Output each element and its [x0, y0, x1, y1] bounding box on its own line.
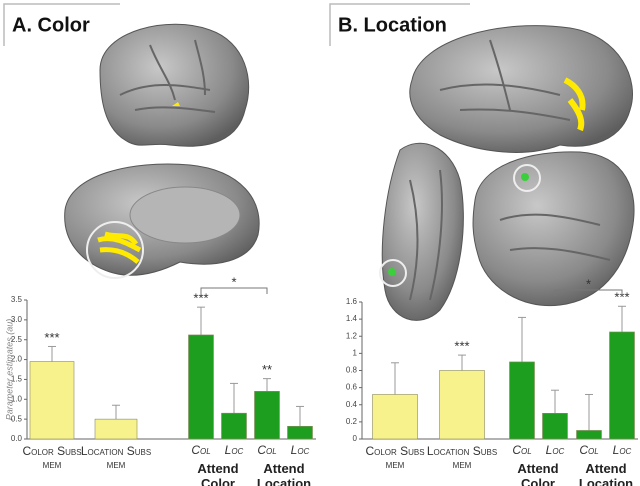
- x-tick-label: Loc: [290, 443, 310, 457]
- panel-frame: [329, 3, 470, 46]
- x-tick-label-box: Col: [512, 443, 532, 457]
- significance-label: *: [231, 274, 236, 289]
- x-tick-label: Loc: [545, 443, 565, 457]
- y-tick-label: 0.8: [346, 366, 358, 375]
- significance-bracket: [554, 289, 623, 296]
- y-tick-label: 0.2: [346, 417, 358, 426]
- group-label-box: Attend Location: [256, 461, 312, 486]
- y-tick-label: 0.5: [11, 414, 23, 423]
- x-tick-label: Col: [191, 443, 211, 457]
- x-tick-label-box: Color Subs mem: [22, 445, 82, 471]
- bar: [542, 413, 568, 440]
- x-tick-label-box: Color Subs mem: [365, 445, 425, 471]
- x-tick-label: Color Subs mem: [22, 445, 82, 471]
- charts: A. Color Parameter estimates (au) 0.0 0.5 1.…: [4, 14, 638, 486]
- bar: [254, 391, 280, 440]
- y-tick-label: 1.6: [346, 297, 358, 306]
- significance-label: *: [586, 276, 591, 291]
- y-tick-label: 0.0: [11, 434, 23, 443]
- brain-image: [99, 23, 250, 147]
- x-tick-label: Location Subs mem: [426, 445, 498, 471]
- panel-title: A. Color: [12, 14, 90, 36]
- group-label-box: Attend Color: [517, 461, 559, 486]
- x-tick-label: Loc: [224, 443, 244, 457]
- group-label-box: Attend Color: [197, 461, 239, 486]
- y-tick-label: 2.0: [11, 355, 23, 364]
- significance-bracket: [200, 287, 268, 294]
- x-tick-label-box: Col: [579, 443, 599, 457]
- y-tick-label: 1: [353, 348, 358, 357]
- group-label: Attend Location: [256, 461, 312, 486]
- x-tick-label: Col: [579, 443, 599, 457]
- bar: [221, 412, 247, 440]
- brain-image: [472, 151, 635, 307]
- group-label: Attend Location: [578, 461, 634, 486]
- significance-label: ***: [454, 339, 469, 354]
- group-label: Attend Color: [197, 461, 239, 486]
- brain-image: [409, 25, 633, 153]
- group-label: Attend Color: [517, 461, 559, 486]
- significance-label: ***: [193, 291, 208, 306]
- x-tick-label: Location Subs mem: [80, 445, 152, 471]
- y-tick-label: 1.5: [11, 375, 23, 384]
- bar: [609, 331, 635, 440]
- x-tick-label-box: Col: [257, 443, 277, 457]
- brain-image: [64, 163, 260, 279]
- x-tick-label: Color Subs mem: [365, 445, 425, 471]
- bar: [29, 361, 75, 440]
- y-tick-label: 0: [353, 434, 358, 443]
- y-tick-label: 3.0: [11, 315, 23, 324]
- y-tick-label: 1.0: [11, 394, 23, 403]
- panel-frame: [3, 3, 120, 46]
- y-tick-label: 2.5: [11, 335, 23, 344]
- bar: [576, 430, 602, 440]
- significance-label: ***: [614, 290, 629, 305]
- group-label-box: Attend Location: [578, 461, 634, 486]
- x-tick-label: Col: [512, 443, 532, 457]
- panel-title: B. Location: [338, 14, 447, 36]
- x-tick-label-box: Loc: [545, 443, 565, 457]
- y-tick-label: 1.4: [346, 314, 358, 323]
- significance-label: ***: [44, 330, 59, 345]
- x-tick-label-box: Location Subs mem: [80, 445, 152, 471]
- bar: [188, 334, 214, 440]
- brain-image: [379, 142, 464, 321]
- x-tick-label: Loc: [612, 443, 632, 457]
- x-tick-label-box: Location Subs mem: [426, 445, 498, 471]
- bar: [287, 425, 313, 440]
- y-tick-label: 3.5: [11, 295, 23, 304]
- significance-label: **: [262, 362, 272, 377]
- y-tick-label: 0.6: [346, 383, 358, 392]
- y-axis-label: Parameter estimates (au): [4, 319, 14, 421]
- x-tick-label-box: Loc: [224, 443, 244, 457]
- bar: [94, 418, 138, 440]
- x-tick-label-box: Loc: [612, 443, 632, 457]
- bar: [439, 370, 485, 440]
- x-tick-label-box: Loc: [290, 443, 310, 457]
- bar: [372, 394, 418, 440]
- bar: [509, 361, 535, 440]
- x-tick-label: Col: [257, 443, 277, 457]
- x-tick-label-box: Col: [191, 443, 211, 457]
- y-tick-label: 1.2: [346, 331, 358, 340]
- y-tick-label: 0.4: [346, 400, 358, 409]
